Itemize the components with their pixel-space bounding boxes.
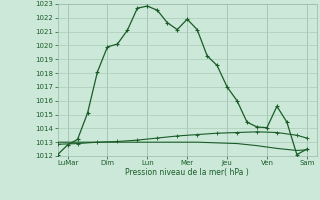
X-axis label: Pression niveau de la mer( hPa ): Pression niveau de la mer( hPa ) xyxy=(125,168,249,177)
